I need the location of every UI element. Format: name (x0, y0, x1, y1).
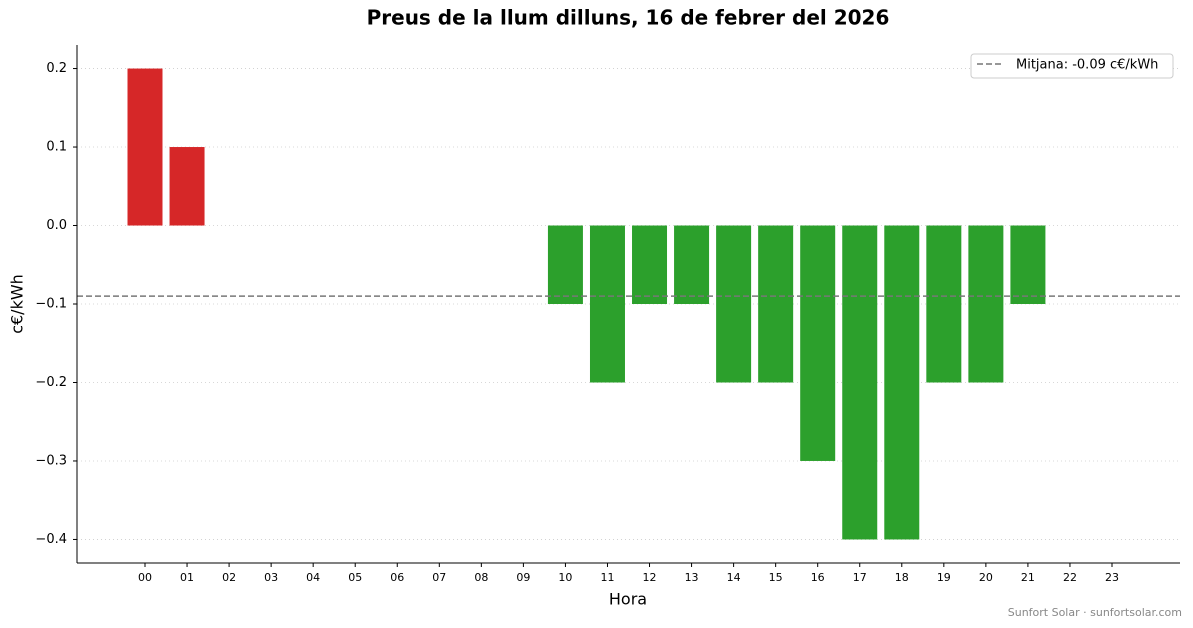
y-tick-label: −0.2 (35, 375, 67, 390)
bar (169, 147, 205, 226)
y-tick-label: −0.3 (35, 453, 67, 468)
x-tick-label: 07 (432, 571, 446, 584)
x-tick-label: 09 (516, 571, 530, 584)
y-tick-label: −0.4 (35, 532, 67, 547)
y-tick-label: 0.0 (46, 218, 67, 233)
bar (716, 225, 752, 383)
bar (547, 225, 583, 304)
x-tick-label: 15 (769, 571, 783, 584)
chart-title: Preus de la llum dilluns, 16 de febrer d… (367, 6, 890, 30)
x-tick-label: 18 (895, 571, 909, 584)
footer: Sunfort Solar · sunfortsolar.com (1008, 606, 1182, 619)
x-tick-label: 00 (138, 571, 152, 584)
x-tick-label: 23 (1105, 571, 1119, 584)
x-tick-label: 02 (222, 571, 236, 584)
bar (800, 225, 836, 461)
y-tick-label: 0.1 (46, 140, 67, 155)
x-tick-label: 10 (558, 571, 572, 584)
y-axis-label: c€/kWh (8, 274, 27, 334)
x-tick-label: 19 (937, 571, 951, 584)
x-tick-label: 12 (643, 571, 657, 584)
legend-label: Mitjana: -0.09 c€/kWh (1016, 58, 1158, 73)
bar (674, 225, 710, 304)
x-tick-label: 11 (600, 571, 614, 584)
bar (926, 225, 962, 383)
x-tick-label: 22 (1063, 571, 1077, 584)
x-tick-label: 03 (264, 571, 278, 584)
bar (884, 225, 920, 540)
x-tick-label: 21 (1021, 571, 1035, 584)
y-tick-label: −0.1 (35, 297, 67, 312)
x-tick-label: 17 (853, 571, 867, 584)
y-tick-label: 0.2 (46, 61, 67, 76)
x-tick-label: 01 (180, 571, 194, 584)
x-tick-label: 20 (979, 571, 993, 584)
bar (968, 225, 1004, 383)
bar (842, 225, 878, 540)
bar (1010, 225, 1046, 304)
bar (758, 225, 794, 383)
x-tick-label: 16 (811, 571, 825, 584)
bar (127, 68, 163, 226)
x-tick-label: 04 (306, 571, 320, 584)
bar (589, 225, 625, 383)
bar (632, 225, 668, 304)
x-tick-label: 08 (474, 571, 488, 584)
x-tick-label: 13 (685, 571, 699, 584)
x-tick-label: 06 (390, 571, 404, 584)
legend-box (970, 53, 1174, 79)
x-tick-label: 05 (348, 571, 362, 584)
x-axis-label: Hora (609, 590, 647, 609)
x-tick-label: 14 (727, 571, 741, 584)
